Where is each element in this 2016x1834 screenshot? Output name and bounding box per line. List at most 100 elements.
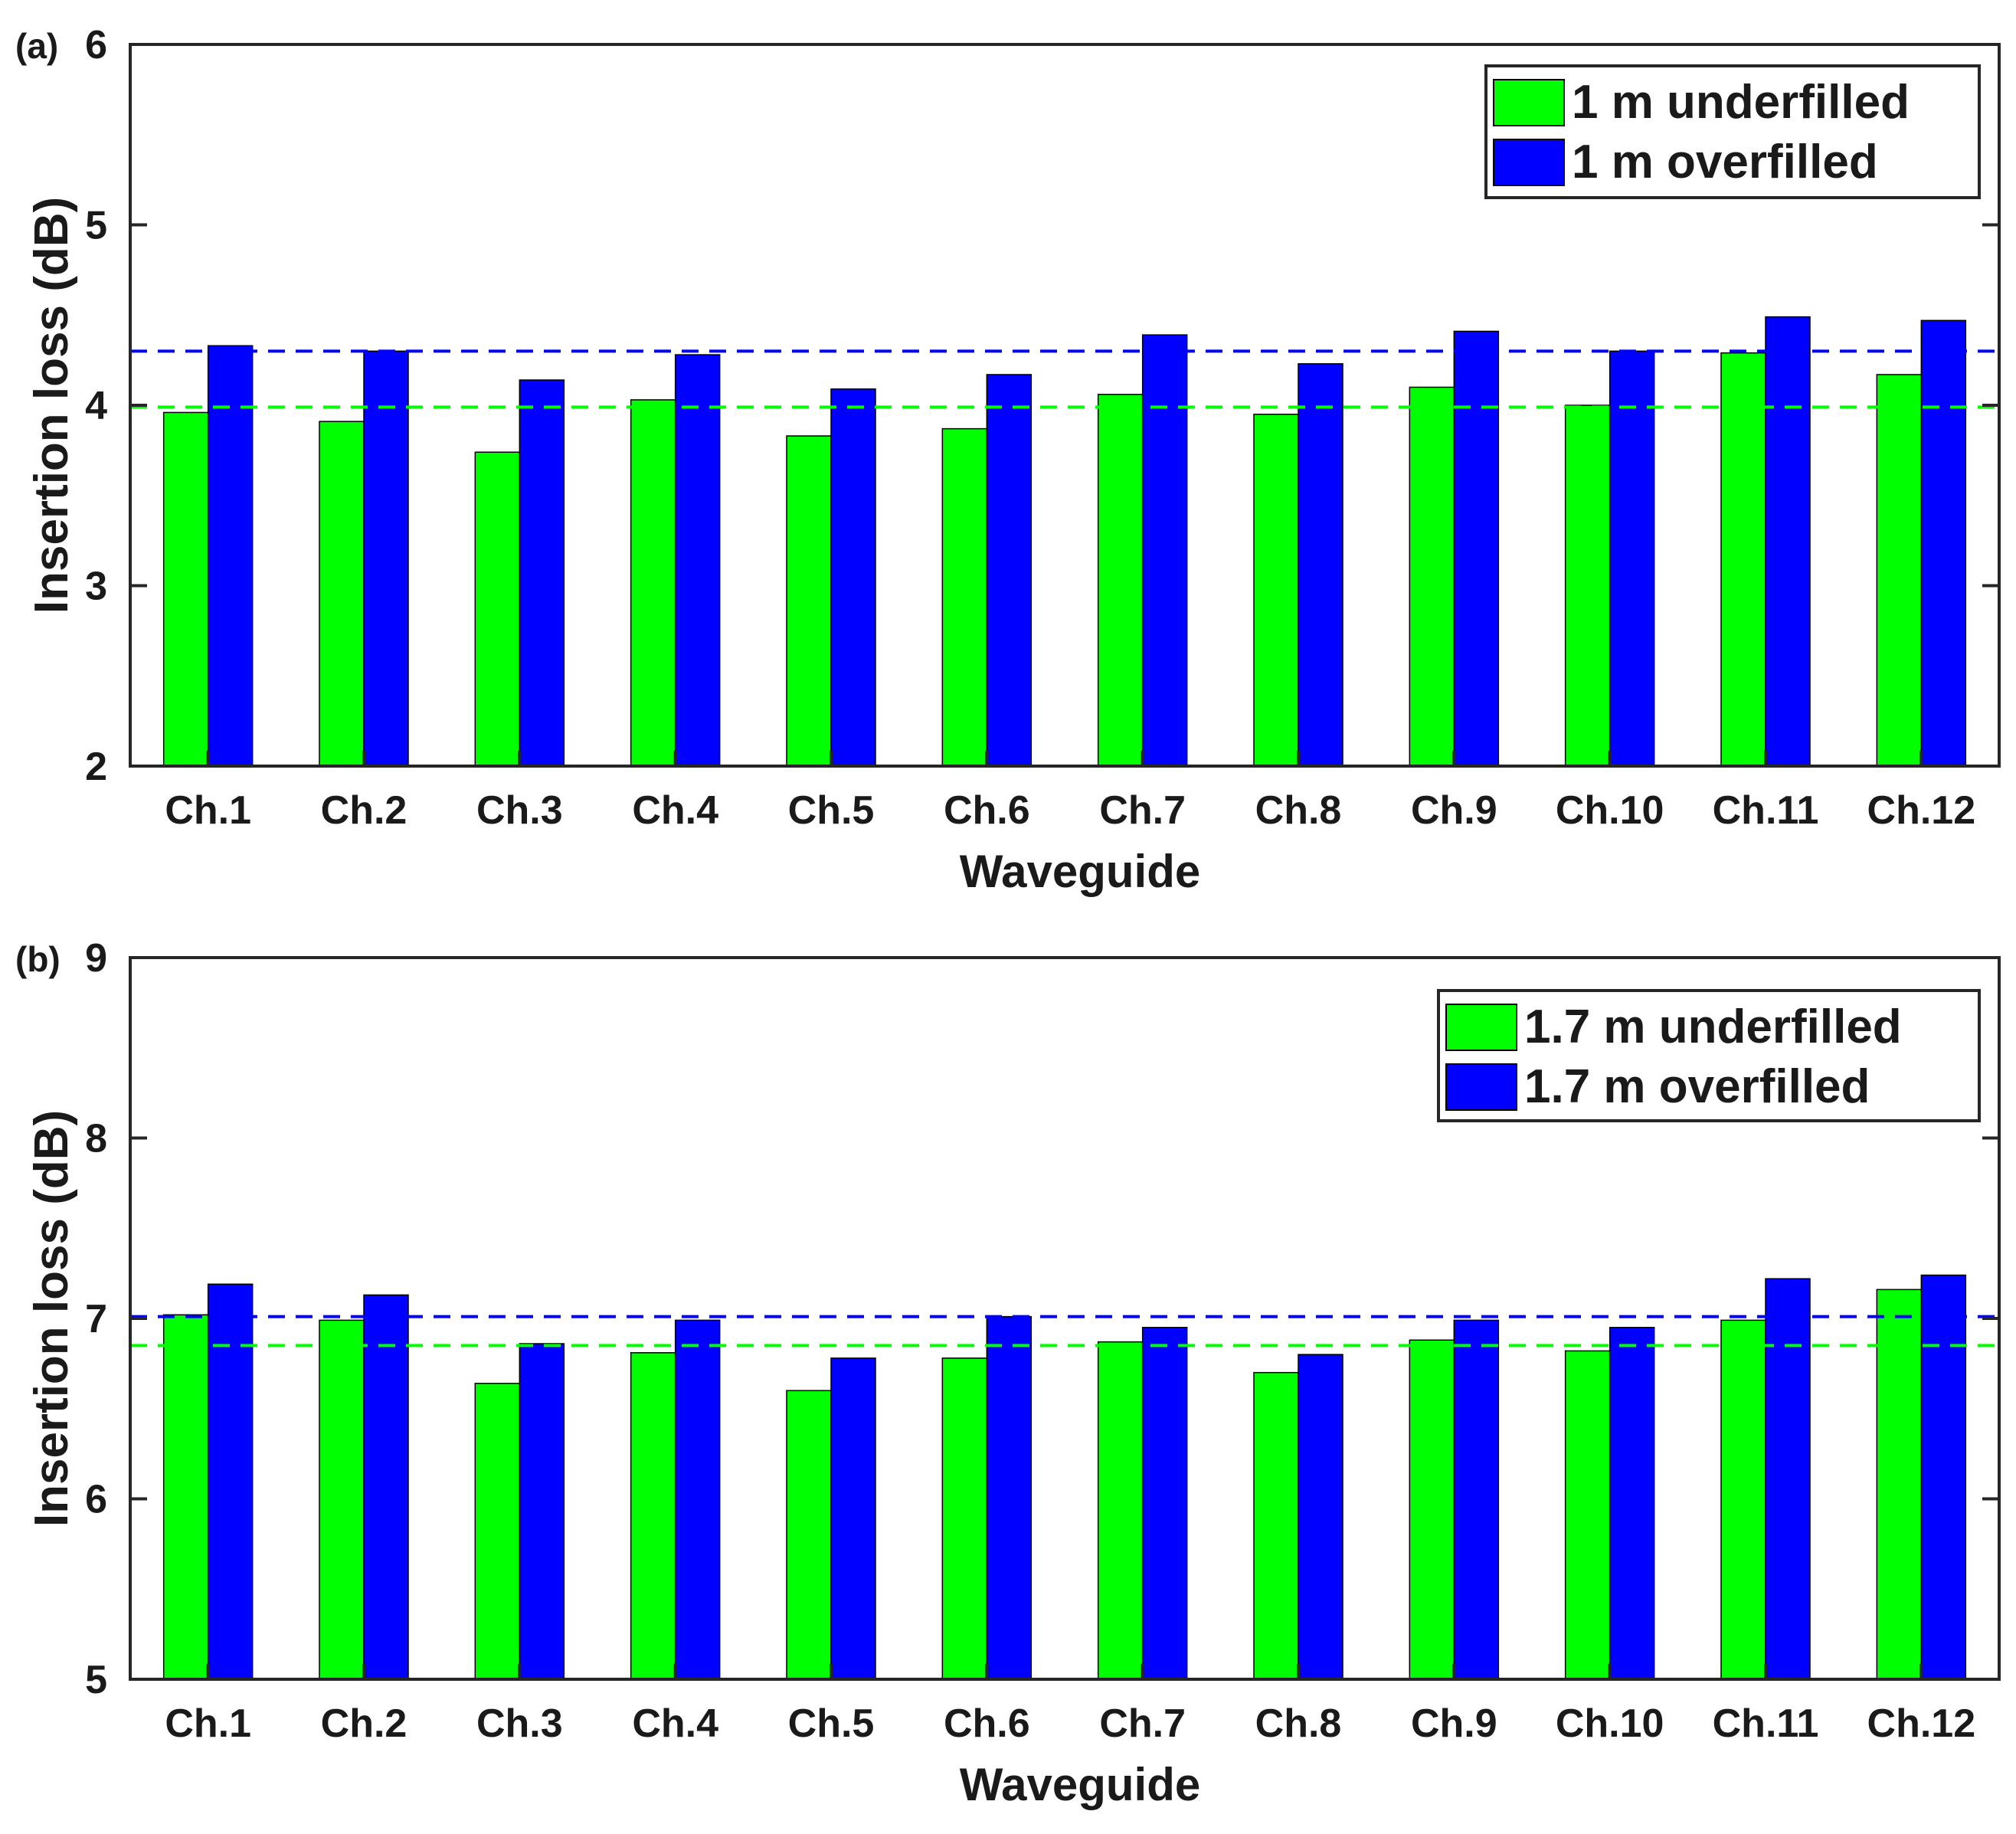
bar-1-m-underfilled-ch7 [1097,394,1144,767]
y-tick-label: 6 [85,23,107,67]
y-tick-label: 5 [85,204,107,248]
y-axis-label: Insertion loss (dB) [25,197,78,614]
bar-1-m-underfilled-ch8 [1253,414,1299,767]
x-axis-label: Waveguide [960,1759,1201,1810]
x-tick-label: Ch.9 [1411,1701,1497,1746]
y-tick-label: 9 [85,936,107,981]
x-tick-label: Ch.9 [1411,788,1497,833]
bar-1-7-m-overfilled-ch9 [1453,1319,1500,1680]
y-tick-label: 4 [85,384,107,428]
x-tick-label: Ch.6 [944,1701,1030,1746]
bar-1-m-underfilled-ch4 [630,399,676,767]
bar-1-m-overfilled-ch12 [1920,319,1967,767]
bar-1-7-m-underfilled-ch7 [1097,1341,1144,1680]
bar-1-7-m-underfilled-ch6 [941,1357,988,1680]
legend-swatch [1493,139,1565,186]
legend-label: 1.7 m overfilled [1524,1060,1870,1113]
bar-1-m-overfilled-ch10 [1609,350,1655,767]
legend-label: 1 m underfilled [1572,76,1910,129]
bar-1-m-underfilled-ch5 [786,435,832,767]
x-tick-label: Ch.5 [788,788,875,833]
bar-1-7-m-overfilled-ch3 [519,1343,565,1680]
x-tick-label: Ch.10 [1556,1701,1664,1746]
bar-1-7-m-underfilled-ch4 [630,1351,676,1680]
x-tick-label: Ch.1 [165,788,251,833]
bar-1-m-overfilled-ch8 [1298,363,1343,767]
x-tick-label: Ch.8 [1255,1701,1342,1746]
panel-label: (b) [15,939,61,979]
panel-a: 2 3 4 5 6 Ch.1 Ch.2 Ch.3 Ch.4 Ch.5 Ch.6 Ch.7 Ch.8 Ch.… [15,23,2001,897]
legend-swatch [1445,1004,1517,1051]
bar-1-7-m-overfilled-ch7 [1141,1327,1188,1680]
bar-1-7-m-overfilled-ch6 [986,1315,1033,1680]
y-tick-label: 5 [85,1658,107,1702]
bar-1-7-m-overfilled-ch2 [363,1294,409,1680]
x-tick-label: Ch.8 [1255,788,1342,833]
bar-1-7-m-overfilled-ch5 [830,1357,876,1680]
bar-1-m-underfilled-ch12 [1876,374,1923,767]
x-tick-label: Ch.11 [1713,1701,1819,1746]
bar-1-m-overfilled-ch11 [1765,316,1811,767]
bar-1-7-m-underfilled-ch3 [474,1383,521,1680]
bar-1-m-underfilled-ch1 [162,411,209,767]
bar-1-m-overfilled-ch9 [1453,330,1500,767]
bar-1-7-m-underfilled-ch2 [319,1319,365,1680]
bar-1-m-underfilled-ch10 [1564,404,1611,767]
y-tick-label: 2 [85,745,107,789]
x-tick-label: Ch.5 [788,1701,875,1746]
y-tick-label: 8 [85,1117,107,1161]
x-tick-label: Ch.7 [1099,1701,1186,1746]
bar-1-m-overfilled-ch1 [207,345,254,767]
bar-1-m-overfilled-ch4 [674,354,721,767]
bar-1-m-overfilled-ch7 [1141,334,1188,767]
y-axis-label: Insertion loss (dB) [25,1110,78,1527]
bar-1-7-m-underfilled-ch10 [1564,1350,1611,1680]
bar-1-m-overfilled-ch6 [986,374,1033,767]
legend-box [1484,64,1981,199]
bar-1-7-m-underfilled-ch1 [162,1314,209,1680]
legend-box [1437,989,1981,1122]
bar-1-m-overfilled-ch5 [830,388,876,767]
bar-1-7-m-overfilled-ch1 [207,1283,254,1680]
bar-1-m-overfilled-ch3 [519,379,565,767]
x-axis-label: Waveguide [960,846,1201,897]
legend-label: 1 m overfilled [1572,136,1878,188]
bar-1-7-m-overfilled-ch8 [1298,1354,1343,1680]
x-tick-label: Ch.12 [1867,1701,1976,1746]
y-tick-label: 6 [85,1478,107,1522]
x-tick-label: Ch.2 [321,1701,407,1746]
bar-1-7-m-underfilled-ch8 [1253,1371,1299,1680]
legend-label: 1.7 m underfilled [1524,1001,1902,1053]
x-tick-label: Ch.6 [944,788,1030,833]
x-tick-label: Ch.12 [1867,788,1976,833]
legend-swatch [1493,79,1565,126]
x-tick-label: Ch.3 [476,788,563,833]
panel-label: (a) [15,26,58,66]
panel-b: 5 6 7 8 9 Ch.1 Ch.2 Ch.3 Ch.4 Ch.5 Ch.6 Ch.7 Ch.8 Ch.… [15,936,2001,1810]
x-tick-label: Ch.1 [165,1701,251,1746]
bar-1-m-underfilled-ch6 [941,427,988,767]
bar-1-m-underfilled-ch9 [1409,386,1455,767]
y-tick-label: 3 [85,565,107,609]
bar-1-7-m-overfilled-ch10 [1609,1327,1655,1680]
bar-1-7-m-overfilled-ch11 [1765,1278,1811,1680]
x-tick-label: Ch.2 [321,788,407,833]
bar-1-7-m-overfilled-ch4 [674,1319,721,1680]
x-tick-label: Ch.4 [632,1701,718,1746]
bar-1-7-m-underfilled-ch9 [1409,1339,1455,1680]
bar-1-7-m-underfilled-ch12 [1876,1289,1923,1680]
x-tick-label: Ch.3 [476,1701,563,1746]
x-tick-label: Ch.11 [1713,788,1819,833]
legend-swatch [1445,1063,1517,1111]
bar-1-m-underfilled-ch3 [474,451,521,767]
x-tick-label: Ch.4 [632,788,718,833]
bar-1-m-overfilled-ch2 [363,350,409,767]
x-tick-label: Ch.7 [1099,788,1186,833]
y-tick-label: 7 [85,1297,107,1341]
bar-1-m-underfilled-ch11 [1720,352,1766,767]
bar-1-7-m-overfilled-ch12 [1920,1274,1967,1680]
bar-1-7-m-underfilled-ch11 [1720,1319,1766,1680]
bar-1-7-m-underfilled-ch5 [786,1390,832,1680]
bar-1-m-underfilled-ch2 [319,421,365,767]
